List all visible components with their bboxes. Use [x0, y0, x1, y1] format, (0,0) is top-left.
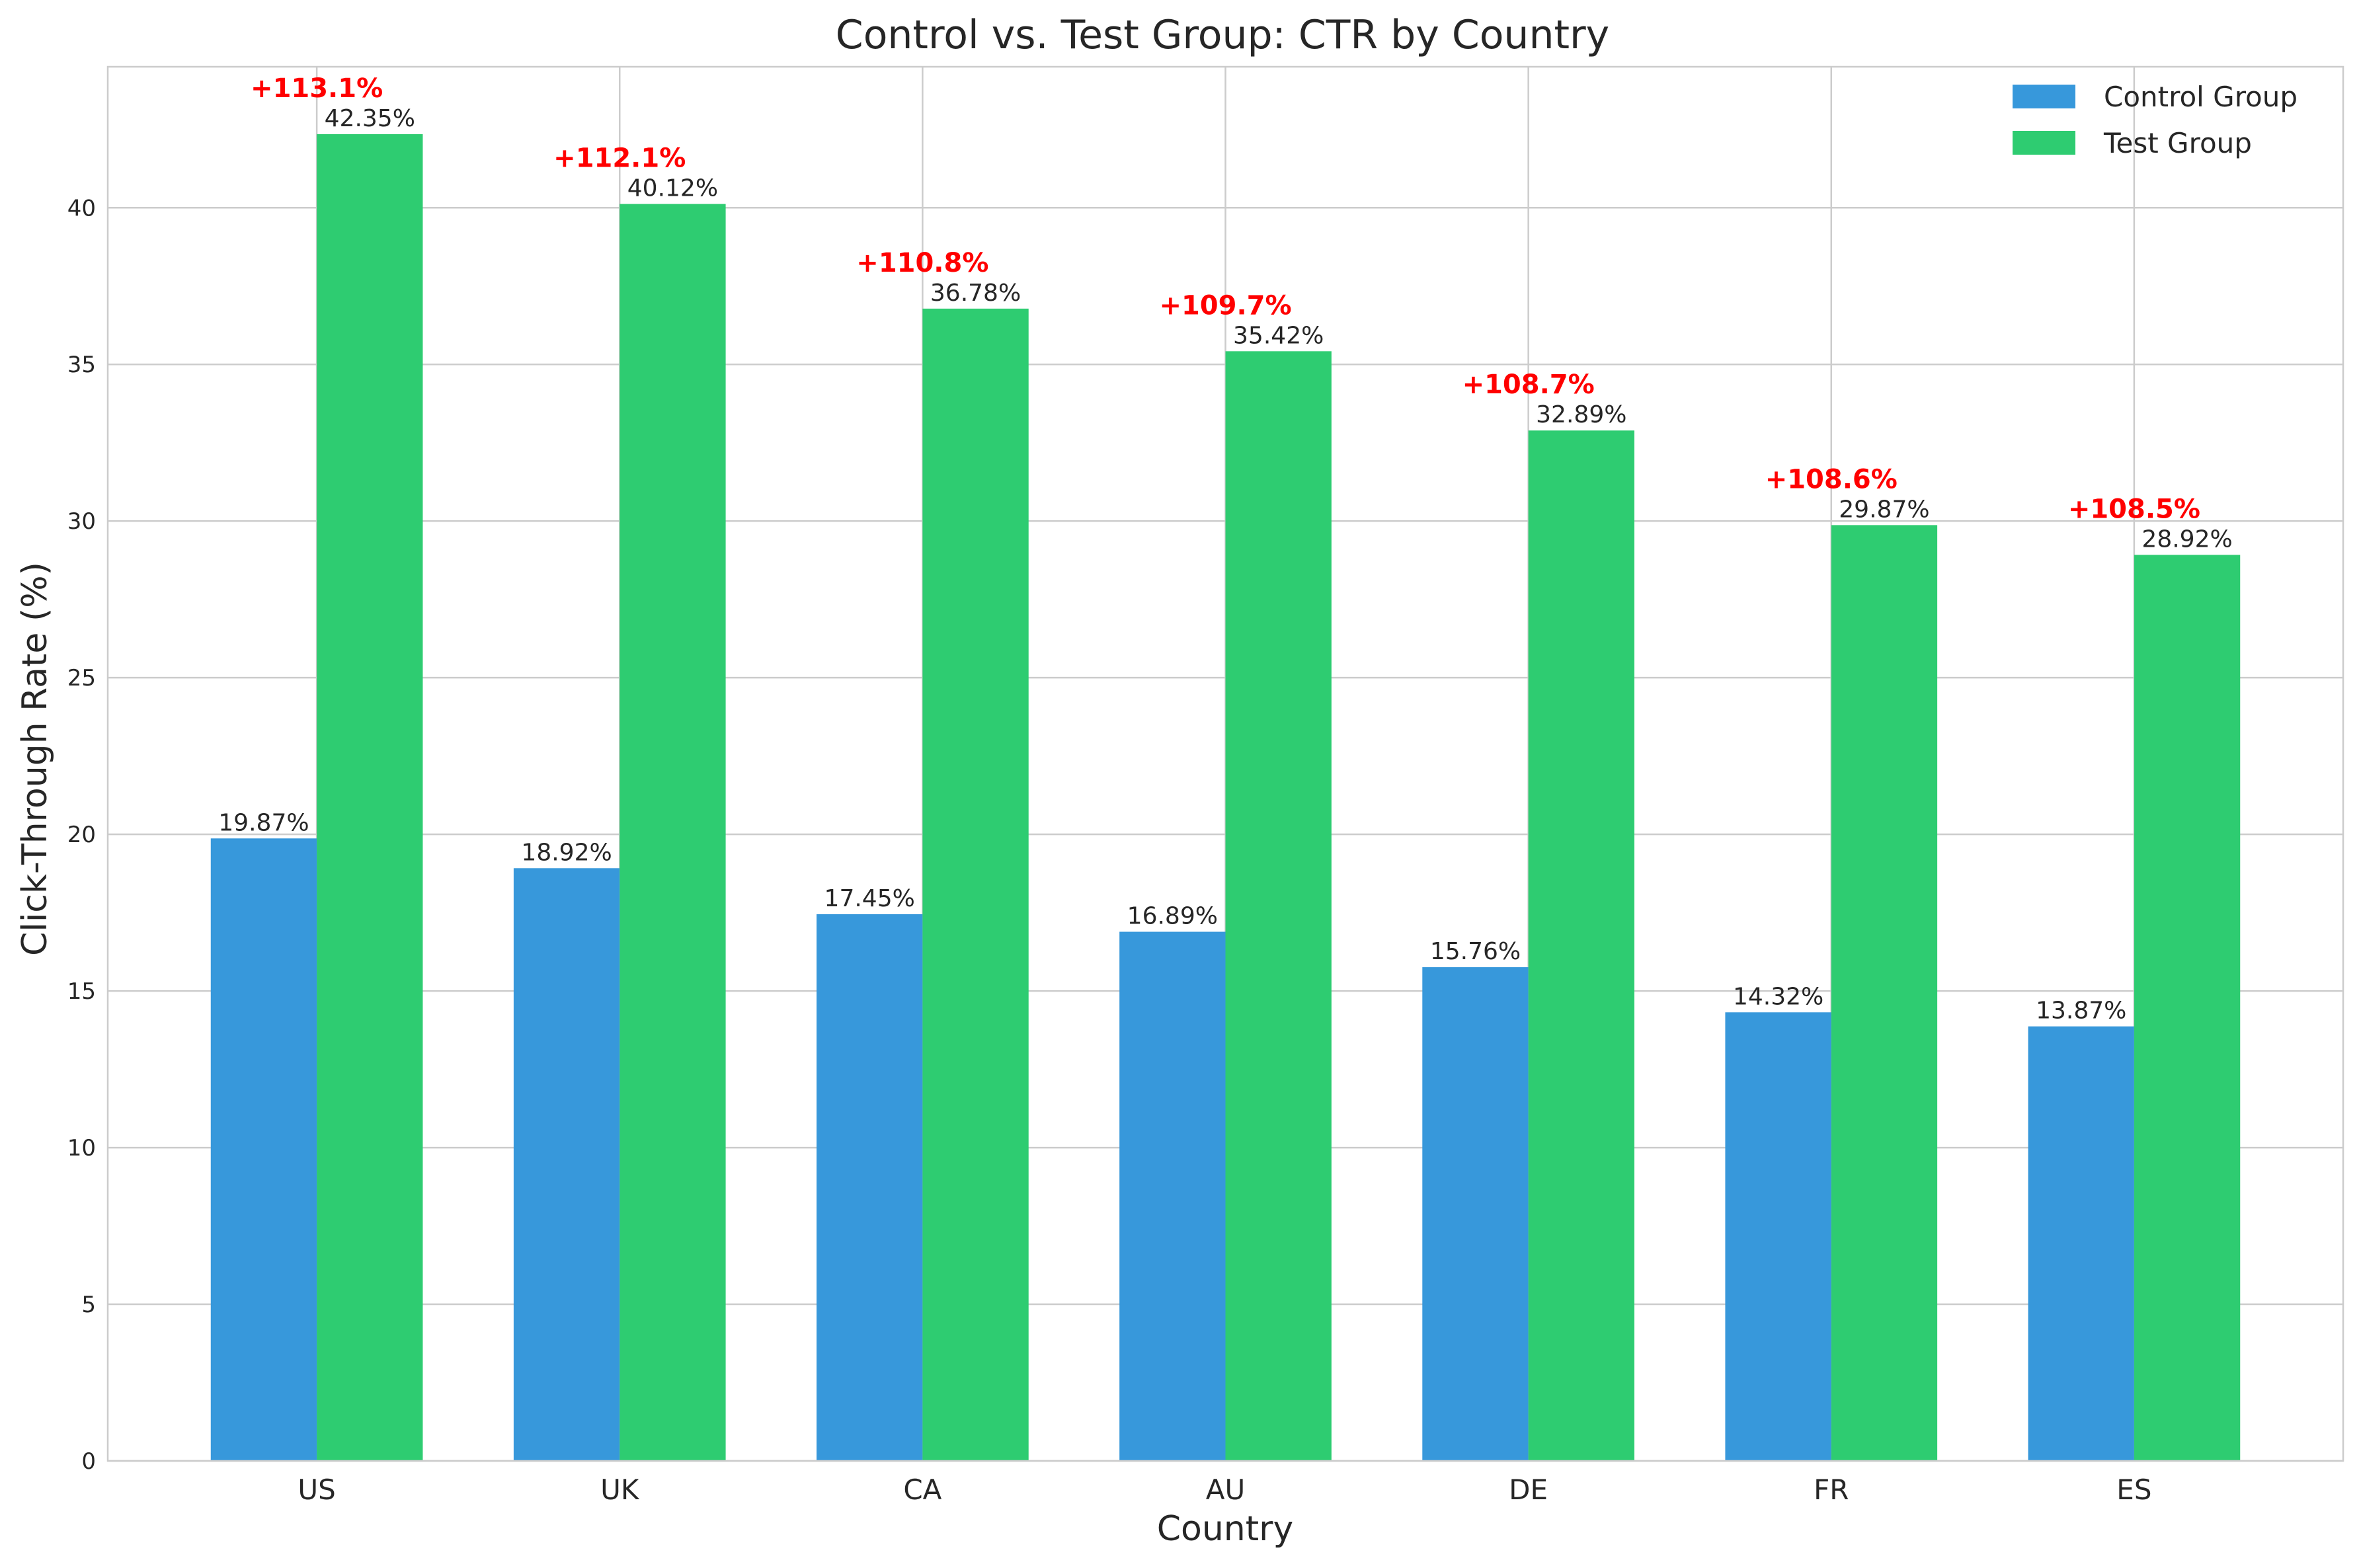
test-bar — [2134, 555, 2241, 1461]
y-tick-label: 5 — [81, 1292, 96, 1318]
y-tick-label: 35 — [67, 352, 96, 378]
test-bar — [620, 204, 726, 1461]
test-bar — [1831, 525, 1938, 1462]
legend-swatch-control — [2013, 85, 2075, 108]
bar-value-label: 15.76% — [1430, 938, 1521, 965]
bar-value-label: 40.12% — [627, 175, 718, 202]
x-tick-label: AU — [1206, 1473, 1245, 1506]
x-tick-label: ES — [2116, 1473, 2151, 1506]
test-bar — [317, 134, 423, 1461]
bars — [210, 134, 2241, 1462]
axis-ticks: 0 5 10 15 20 25 30 35 40 US UK CA AU DE FR ES — [67, 195, 2152, 1506]
data-labels: 19.87% 18.92% 17.45% 16.89% 15.76% 14.32% 13.8… — [218, 73, 2232, 1025]
bar-value-label: 19.87% — [218, 809, 309, 836]
bar-value-label: 16.89% — [1127, 903, 1218, 930]
x-tick-label: FR — [1814, 1473, 1849, 1506]
test-bar — [1225, 351, 1332, 1461]
bar-value-label: 32.89% — [1536, 401, 1626, 428]
y-tick-label: 15 — [67, 978, 96, 1005]
control-bar — [1422, 967, 1529, 1461]
control-bar — [513, 868, 620, 1461]
x-tick-label: US — [298, 1473, 335, 1506]
control-bar — [817, 914, 923, 1461]
lift-label: +113.1% — [251, 73, 383, 104]
lift-label: +112.1% — [553, 143, 686, 174]
lift-label: +110.8% — [856, 248, 988, 278]
bar-value-label: 36.78% — [930, 280, 1021, 307]
y-axis-label: Click-Through Rate (%) — [15, 562, 55, 956]
x-tick-label: DE — [1509, 1473, 1548, 1506]
bar-value-label: 13.87% — [2036, 998, 2126, 1025]
legend-label-test: Test Group — [2103, 127, 2252, 159]
bar-value-label: 17.45% — [824, 885, 915, 912]
lift-label: +108.7% — [1462, 370, 1595, 400]
chart-title: Control vs. Test Group: CTR by Country — [836, 12, 1609, 58]
x-tick-label: CA — [903, 1473, 941, 1506]
plot-frame — [106, 65, 2344, 1462]
bar-value-label: 42.35% — [325, 105, 415, 132]
y-tick-label: 40 — [67, 195, 96, 221]
y-tick-label: 25 — [67, 665, 96, 691]
control-bar — [210, 838, 317, 1461]
bar-value-label: 18.92% — [521, 839, 612, 866]
lift-label: +108.5% — [2068, 494, 2200, 524]
y-tick-label: 20 — [67, 822, 96, 848]
y-tick-label: 0 — [81, 1448, 96, 1475]
x-axis-label: Country — [1157, 1509, 1294, 1549]
legend-label-control: Control Group — [2104, 81, 2298, 113]
bar-value-label: 14.32% — [1733, 983, 1823, 1010]
legend: Control Group Test Group — [2013, 81, 2298, 159]
legend-swatch-test — [2013, 131, 2075, 155]
test-bar — [1528, 430, 1634, 1461]
x-tick-label: UK — [600, 1473, 640, 1506]
control-bar — [1119, 931, 1226, 1461]
bar-value-label: 28.92% — [2141, 526, 2232, 553]
y-tick-label: 10 — [67, 1135, 96, 1161]
control-bar — [2028, 1026, 2134, 1461]
bar-value-label: 35.42% — [1233, 322, 1324, 349]
test-bar — [922, 308, 1029, 1461]
control-bar — [1725, 1012, 1831, 1461]
lift-label: +109.7% — [1159, 290, 1291, 321]
y-tick-label: 30 — [67, 508, 96, 535]
lift-label: +108.6% — [1765, 464, 1898, 494]
bar-value-label: 29.87% — [1839, 496, 1929, 523]
